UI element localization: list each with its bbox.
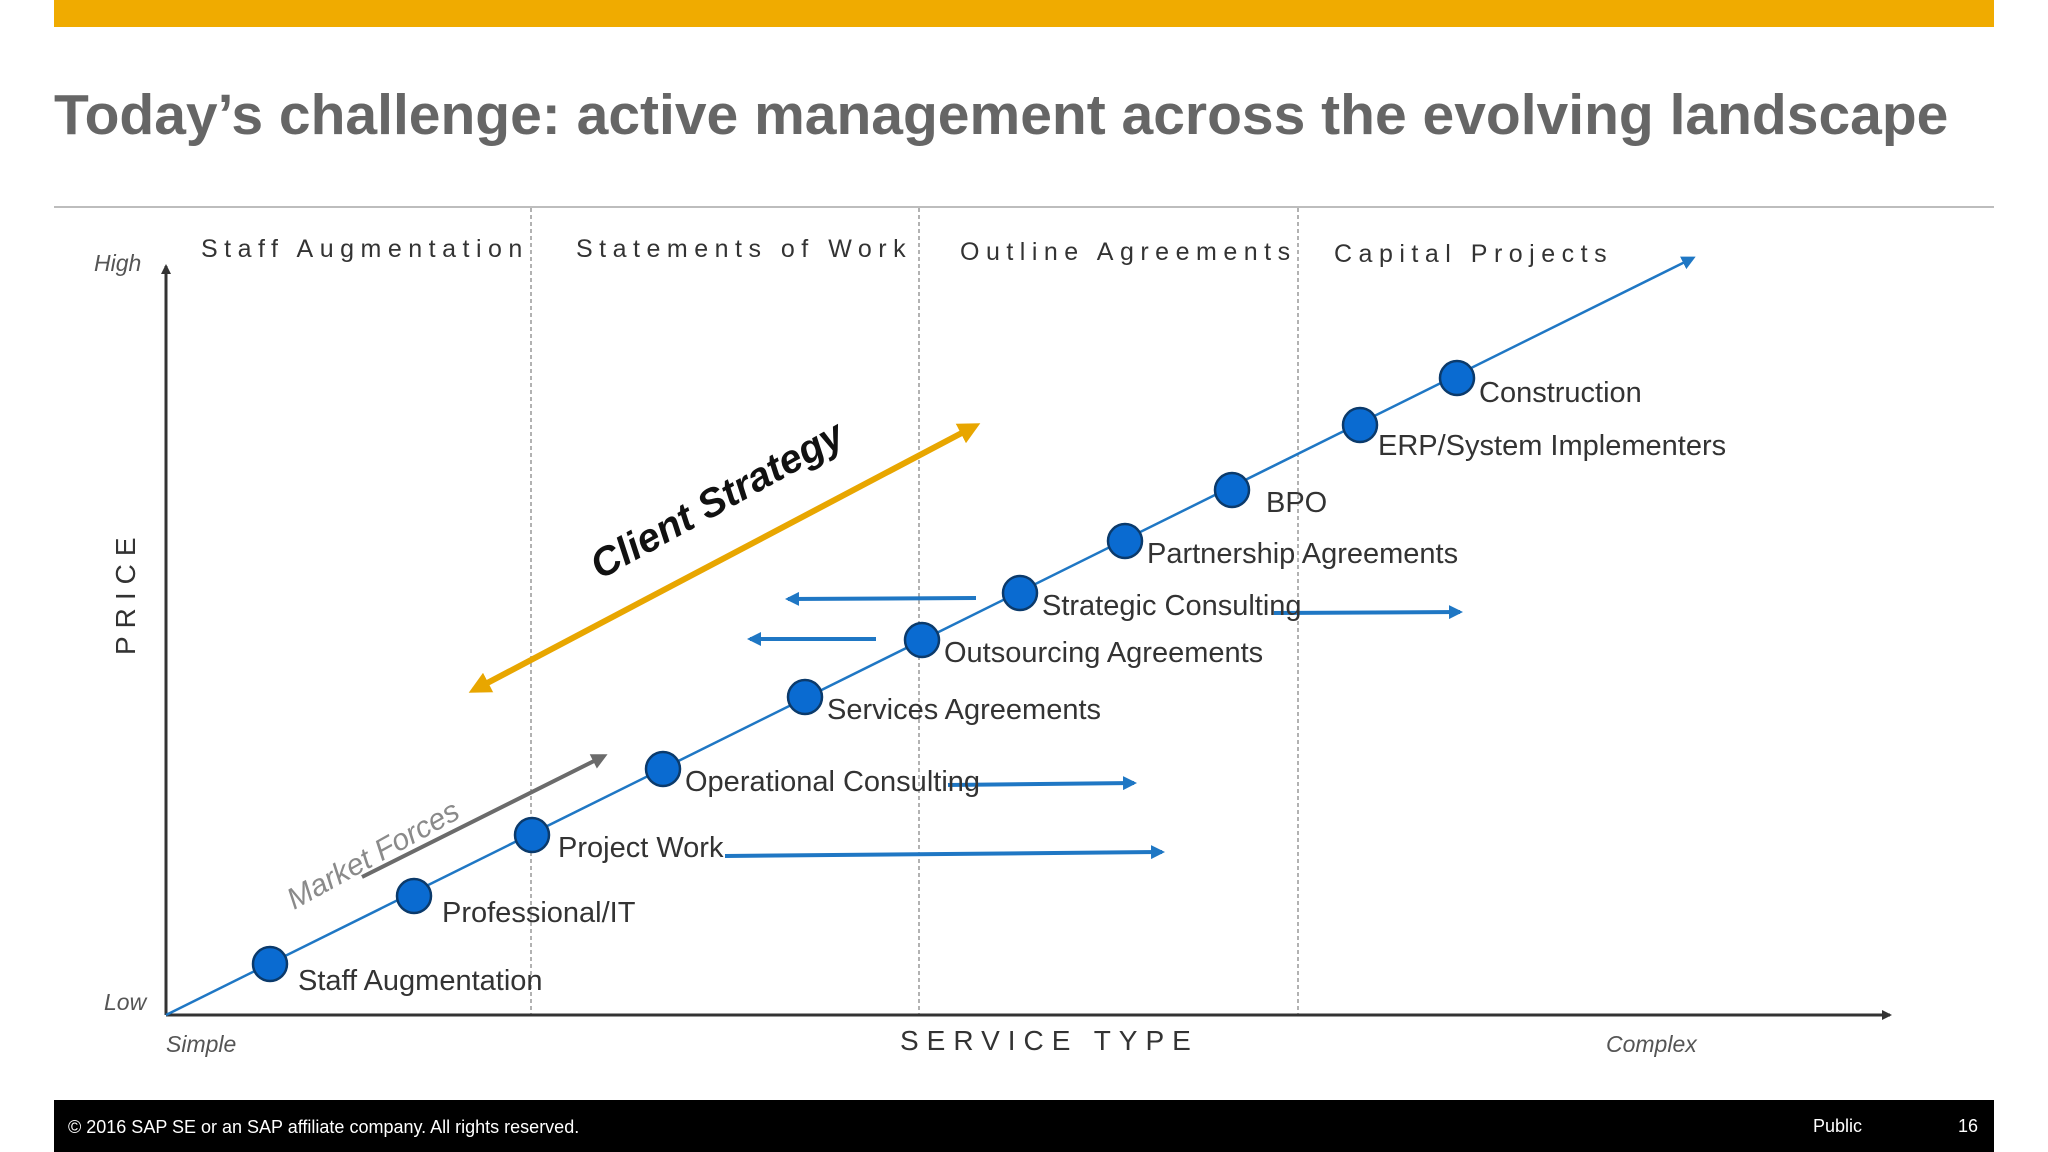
x-axis-complex-label: Complex [1606,1031,1698,1057]
service-point-marker [903,621,941,659]
service-point-label: Construction [1479,377,1642,409]
classification-label: Public [1812,1116,1862,1136]
landscape-diagram: Staff Augmentation Statements of Work Ou… [94,208,1892,1057]
service-point-label: Services Agreements [827,694,1101,726]
service-point-marker [395,877,433,915]
service-point-marker [1213,471,1251,509]
page-number: 16 [1957,1116,1978,1136]
x-axis-title: SERVICE TYPE [900,1025,1199,1056]
column-header: Statements of Work [576,235,912,263]
service-point-marker [644,750,682,788]
service-point-marker [1438,359,1476,397]
right-arrow [1273,605,1463,620]
service-point-label: Operational Consulting [685,766,980,798]
right-arrow [724,845,1165,860]
service-point-marker [1106,522,1144,560]
service-point-label: ERP/System Implementers [1378,430,1726,462]
service-point-label: Outsourcing Agreements [944,637,1263,669]
service-point-label: Partnership Agreements [1147,538,1458,570]
service-point-label: Professional/IT [442,897,636,929]
right-arrow [947,776,1137,791]
service-point-label: BPO [1266,487,1327,519]
footer: © 2016 SAP SE or an SAP affiliate compan… [54,1100,1994,1152]
service-point-marker [786,678,824,716]
service-points: Staff Augmentation Professional/IT Project… [251,359,1726,997]
market-forces-arrow [361,754,608,879]
market-forces-label: Market Forces [281,794,465,916]
service-point-label: Project Work [558,832,724,864]
service-point-marker [251,945,289,983]
column-header: Staff Augmentation [201,235,529,263]
accent-top-bar [54,0,1994,27]
y-axis-high-label: High [94,250,141,276]
column-header: Capital Projects [1334,240,1613,268]
page-title: Today’s challenge: active management acr… [54,83,1949,147]
service-point-label: Staff Augmentation [298,965,543,997]
service-point-label: Strategic Consulting [1042,590,1302,622]
copyright-text: © 2016 SAP SE or an SAP affiliate compan… [68,1117,580,1137]
y-axis-title: PRICE [110,529,141,655]
client-strategy-arrow [468,423,981,693]
column-header: Outline Agreements [960,238,1297,266]
y-axis-low-label: Low [104,989,148,1015]
service-point-marker [513,816,551,854]
service-point-marker [1001,574,1039,612]
x-axis-simple-label: Simple [166,1031,236,1057]
service-point-marker [1341,406,1379,444]
left-arrow [785,591,977,606]
title-divider [54,206,1994,208]
